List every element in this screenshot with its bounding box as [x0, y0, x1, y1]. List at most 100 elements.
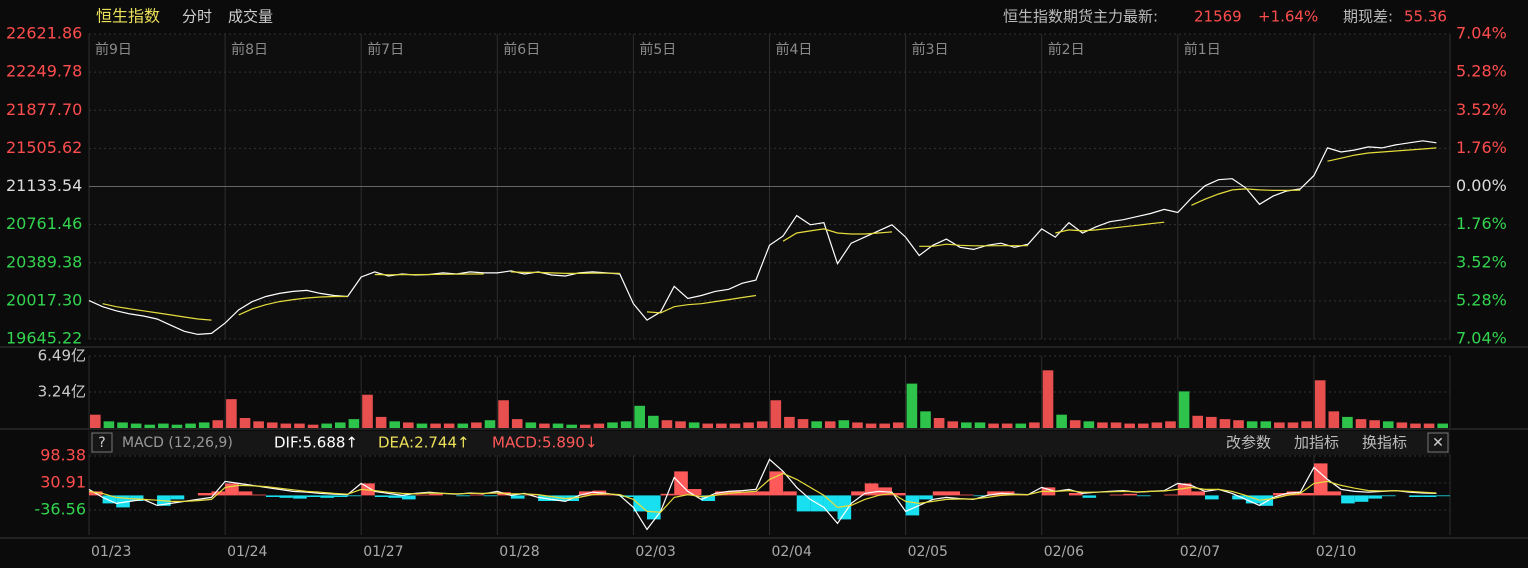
y2-tick-label: 7.04% [1456, 24, 1507, 43]
y-tick-label: 98.38 [40, 446, 86, 465]
volume-bar [1342, 416, 1353, 428]
day-label: 前2日 [1048, 41, 1085, 58]
volume-bar [1083, 421, 1095, 428]
volume-bar [865, 423, 877, 428]
macd-bar [932, 491, 947, 496]
macd-bar [647, 495, 661, 520]
macd-bar [1123, 493, 1137, 496]
volume-bar [198, 422, 210, 428]
macd-bar [415, 494, 430, 496]
volume-bar [1260, 421, 1272, 428]
help-icon[interactable]: ? [98, 435, 105, 451]
volume-bar [1097, 422, 1108, 428]
volume-bar [1301, 421, 1312, 428]
volume-bar [1206, 416, 1217, 428]
volume-bar [988, 423, 999, 428]
index-title: 恒生指数 [96, 7, 160, 26]
toolbar-button[interactable]: 换指标 [1362, 434, 1407, 452]
volume-bar [933, 418, 945, 428]
macd-bar [742, 492, 756, 496]
x-tick-label: 01/24 [227, 544, 267, 560]
x-tick-label: 02/06 [1044, 544, 1084, 560]
macd-bar [1245, 495, 1260, 504]
volume-bar [1396, 422, 1408, 428]
volume-bar [525, 422, 537, 428]
volume-bar [1165, 421, 1176, 428]
volume-bar [879, 423, 890, 428]
toolbar-button[interactable]: 改参数 [1226, 434, 1271, 452]
volume-bar [838, 420, 850, 428]
volume-bar [1069, 420, 1081, 428]
volume-bar [1151, 422, 1163, 428]
volume-bar [307, 424, 319, 428]
y-tick-label: 20017.30 [6, 290, 82, 309]
help-box[interactable] [91, 432, 113, 453]
macd-bar [279, 495, 294, 498]
volume-bar [620, 421, 632, 428]
macd-bar [960, 494, 974, 496]
volume-bar [1056, 414, 1067, 428]
day-label: 前9日 [95, 41, 132, 58]
macd-bar [687, 489, 702, 496]
volume-bar [253, 421, 264, 428]
macd-bar [1082, 495, 1097, 498]
macd-bar [823, 495, 838, 512]
macd-bar [306, 495, 321, 497]
macd-bar [946, 491, 961, 496]
macd-bar [1313, 463, 1328, 496]
volume-bar [1328, 411, 1340, 428]
x-tick-label: 02/10 [1316, 544, 1356, 560]
x-tick-label: 02/03 [635, 544, 675, 560]
volume-bar [648, 415, 659, 428]
volume-bar [784, 416, 795, 428]
macd-bar [293, 495, 307, 499]
macd-bar [1368, 495, 1382, 499]
macd-bar [783, 491, 797, 496]
volume-bar [906, 383, 918, 428]
y-tick-label: 22249.78 [6, 62, 82, 81]
volume-bar [294, 423, 305, 428]
volume-bar [389, 421, 401, 428]
volume-bar [797, 419, 809, 428]
macd-bar [1422, 495, 1437, 497]
futures-label: 恒生指数期货主力最新: [1003, 8, 1158, 26]
macd-bar [769, 471, 784, 496]
macd-bar [891, 493, 906, 496]
macd-bar [402, 495, 416, 500]
volume-bar [484, 420, 496, 428]
y2-tick-label: 0.00% [1456, 176, 1507, 195]
futures-change: +1.64% [1258, 8, 1318, 26]
close-icon[interactable]: ✕ [1432, 435, 1444, 451]
macd-bar [470, 494, 484, 496]
volume-bar [471, 422, 482, 428]
volume-bar [811, 421, 822, 428]
day-label: 前6日 [503, 41, 540, 58]
volume-bar [144, 424, 156, 428]
macd-bar [619, 495, 634, 497]
x-tick-label: 01/27 [363, 544, 403, 560]
x-tick-label: 02/05 [908, 544, 948, 560]
tab[interactable]: 成交量 [228, 8, 273, 26]
macd-bar [1273, 493, 1287, 496]
volume-bar [892, 422, 904, 428]
dif-value: DIF:5.688↑ [274, 434, 358, 452]
futures-price: 21569 [1194, 8, 1242, 26]
macd-bar [919, 495, 933, 500]
toolbar-button[interactable]: 加指标 [1294, 434, 1339, 452]
volume-bar [1219, 419, 1231, 428]
close-box[interactable] [1427, 432, 1449, 453]
volume-bar [375, 416, 387, 428]
volume-bar [212, 420, 224, 428]
volume-bar [947, 421, 959, 428]
macd-bar [1354, 495, 1369, 502]
indicator-name: MACD (12,26,9) [122, 435, 233, 451]
price-line [88, 140, 1437, 336]
macd-bar [347, 495, 362, 497]
macd-bar [252, 494, 266, 496]
volume-bar [702, 423, 714, 428]
volume-bar [593, 423, 605, 428]
tab[interactable]: 分时 [182, 8, 212, 26]
macd-bar [429, 493, 443, 496]
day-label: 前7日 [367, 41, 404, 58]
